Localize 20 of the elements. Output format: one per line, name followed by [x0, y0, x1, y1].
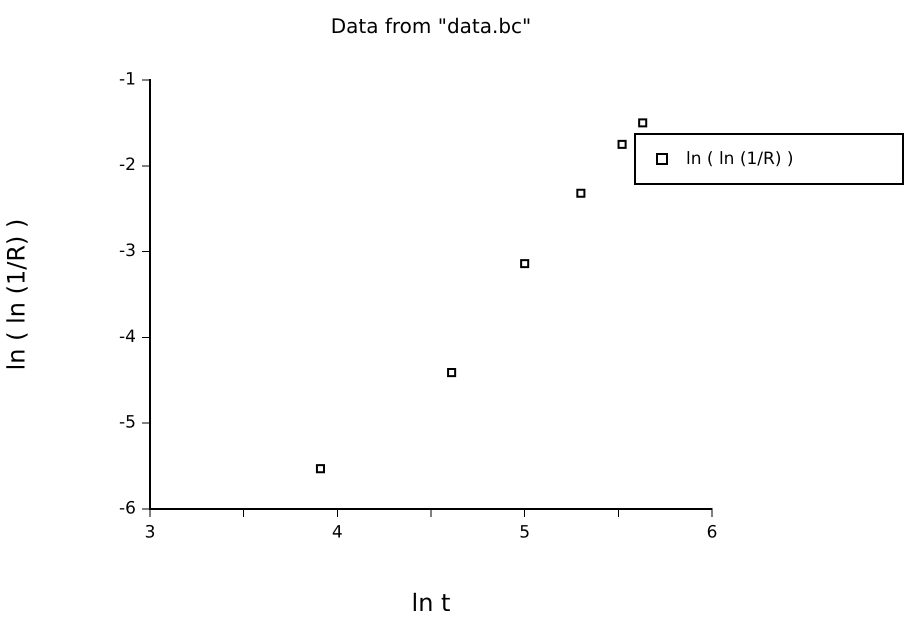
chart-title: Data from "data.bc"	[330, 14, 532, 38]
point	[447, 368, 456, 378]
y-tick-label: -3	[119, 241, 136, 262]
y-tick-label: -1	[119, 69, 136, 90]
point	[576, 188, 586, 198]
y-tick-label: -2	[119, 155, 136, 176]
y-axis-title: ln ( ln (1/R) )	[2, 218, 31, 370]
point	[638, 118, 648, 128]
x-tick-label: 5	[519, 522, 530, 543]
point	[520, 259, 530, 268]
y-tick-label: -4	[119, 326, 136, 347]
point	[316, 464, 326, 474]
legend-label: ln ( ln (1/R) )	[686, 149, 794, 169]
y-tick-label: -5	[119, 412, 136, 433]
point	[618, 140, 627, 149]
y-tick-label: -6	[119, 498, 136, 518]
x-tick-label: 3	[144, 522, 156, 543]
x-tick-label: 6	[706, 522, 718, 543]
x-axis-title: ln t	[412, 588, 450, 617]
x-tick-label: 4	[332, 522, 343, 543]
